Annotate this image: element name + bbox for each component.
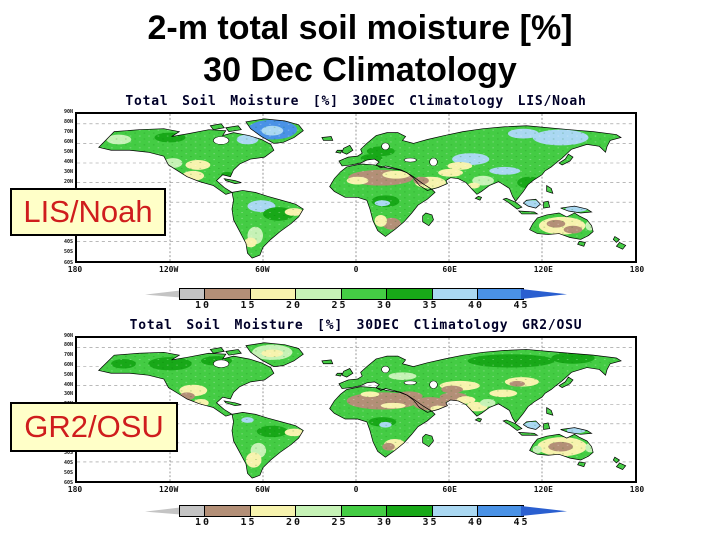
colorbar-tick-label: 40	[467, 300, 485, 311]
lon-tick-label: 120E	[533, 265, 553, 274]
lat-tick-label: 30N	[63, 391, 73, 398]
colorbar-tick-label: 20	[285, 517, 303, 528]
slide-title-line1: 2-m total soil moisture [%]	[147, 9, 573, 47]
lat-tick-label: 40N	[63, 158, 73, 165]
colorbar-segment	[431, 289, 477, 299]
lon-tick-label: 60W	[255, 485, 270, 494]
lat-tick-label: 30N	[63, 168, 73, 175]
colorbar-left-arrow	[145, 290, 179, 298]
lat-tick-label: 50N	[63, 371, 73, 378]
colorbar-tick-label: 45	[513, 300, 530, 311]
lat-tick-label: 90N	[63, 332, 73, 339]
colorbar-tick-label: 20	[285, 300, 303, 311]
colorbar	[145, 288, 568, 300]
colorbar-tick-label: 35	[422, 517, 439, 528]
lat-tick-label: 70N	[63, 352, 73, 359]
colorbar-tick-label: 25	[331, 517, 348, 528]
lat-tick-label: 90N	[63, 108, 73, 115]
lat-tick-label: 50S	[63, 249, 73, 256]
colorbar-tick-label: 30	[376, 517, 394, 528]
colorbar-tick-label: 15	[240, 300, 257, 311]
lon-tick-label: 120W	[159, 265, 179, 274]
lat-tick-label: 60S	[63, 479, 73, 486]
lon-tick-label: 180	[67, 485, 83, 494]
lon-tick-label: 120E	[533, 485, 553, 494]
colorbar-segment	[180, 289, 204, 299]
world-map-lis-noah	[77, 114, 635, 261]
colorbar-segment	[431, 506, 477, 516]
slide-title-line2: 30 Dec Climatology	[203, 51, 517, 89]
lat-tick-label: 20N	[63, 178, 73, 185]
colorbar-tick-label: 10	[194, 517, 212, 528]
colorbar-segment	[386, 289, 432, 299]
colorbar-segment	[249, 506, 295, 516]
lat-tick-label: 60S	[63, 259, 73, 266]
colorbar-segment	[180, 506, 204, 516]
lat-tick-label: 70N	[63, 128, 73, 135]
colorbar-segment	[295, 506, 341, 516]
colorbar-segment	[249, 289, 295, 299]
map-frame	[75, 112, 637, 263]
colorbar-left-arrow	[145, 507, 179, 515]
map-frame	[75, 336, 637, 483]
colorbar-segment	[340, 506, 386, 516]
colorbar-tick-label: 45	[513, 517, 530, 528]
lat-tick-label: 50N	[63, 148, 73, 155]
colorbar-tick-label: 10	[194, 300, 212, 311]
map-title-gr2-osu: Total Soil Moisture [%] 30DEC Climatolog…	[129, 318, 583, 333]
lat-tick-label: 60N	[63, 361, 73, 368]
lat-tick-label: 40S	[63, 459, 73, 466]
lon-tick-label: 180	[629, 485, 645, 494]
lat-tick-label: 80N	[63, 342, 73, 349]
colorbar	[145, 505, 568, 517]
world-map-gr2-osu	[77, 338, 635, 481]
longitude-axis: 180 120W 60W 0 60E 120E 180	[68, 265, 644, 275]
colorbar-segment	[204, 506, 250, 516]
lon-tick-label: 0	[353, 485, 359, 494]
colorbar-tick-label: 35	[422, 300, 439, 311]
colorbar-right-arrow	[521, 505, 567, 517]
colorbar-segment	[477, 289, 523, 299]
lon-tick-label: 60E	[442, 265, 457, 274]
lon-tick-label: 120W	[159, 485, 179, 494]
colorbar-body	[179, 288, 524, 300]
colorbar-labels: 10 15 20 25 30 35 40 45	[145, 301, 568, 313]
colorbar-tick-label: 30	[376, 300, 394, 311]
lat-tick-label: 60N	[63, 138, 73, 145]
lat-tick-label: 30S	[63, 450, 73, 457]
lon-tick-label: 60W	[255, 265, 270, 274]
colorbar-tick-label: 25	[331, 300, 348, 311]
longitude-axis: 180 120W 60W 0 60E 120E 180	[68, 485, 644, 495]
lon-tick-label: 60E	[442, 485, 457, 494]
colorbar-tick-label: 15	[240, 517, 257, 528]
colorbar-labels: 10 15 20 25 30 35 40 45	[145, 518, 568, 530]
lon-tick-label: 180	[67, 265, 83, 274]
lat-tick-label: 80N	[63, 118, 73, 125]
lat-tick-label: 40S	[63, 239, 73, 246]
colorbar-segment	[477, 506, 523, 516]
colorbar-right-arrow	[521, 288, 567, 300]
model-label-lis-noah: LIS/Noah	[10, 188, 166, 236]
colorbar-tick-label: 40	[467, 517, 485, 528]
model-label-gr2-osu: GR2/OSU	[10, 402, 178, 452]
colorbar-segment	[295, 289, 341, 299]
map-title-lis-noah: Total Soil Moisture [%] 30DEC Climatolog…	[125, 94, 587, 109]
lon-tick-label: 180	[629, 265, 645, 274]
colorbar-body	[179, 505, 524, 517]
lat-tick-label: 40N	[63, 381, 73, 388]
colorbar-segment	[386, 506, 432, 516]
colorbar-segment	[340, 289, 386, 299]
lon-tick-label: 0	[353, 265, 359, 274]
lat-tick-label: 50S	[63, 469, 73, 476]
colorbar-segment	[204, 289, 250, 299]
